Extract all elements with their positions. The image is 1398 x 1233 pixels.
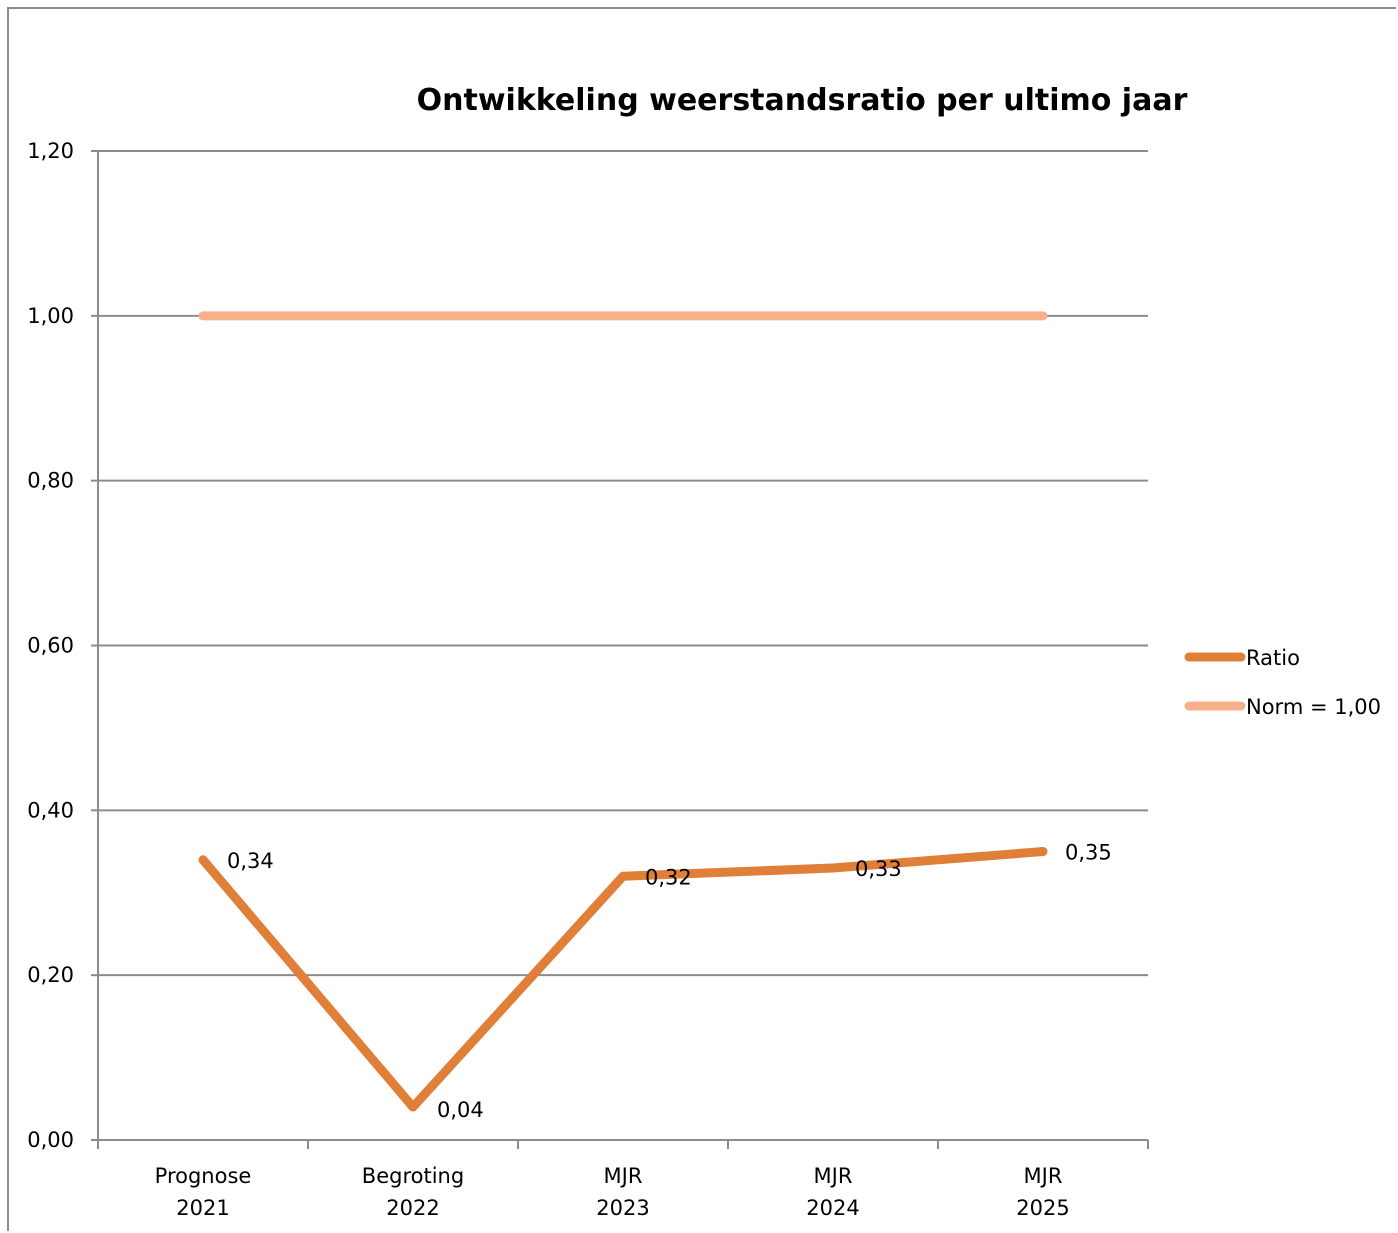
series-line-ratio <box>203 852 1043 1107</box>
series-lines <box>203 316 1043 1107</box>
y-tick-label: 0,80 <box>27 469 74 493</box>
data-labels: 0,34 0,04 0,32 0,33 0,35 <box>227 841 1112 1122</box>
y-tick-label: 0,20 <box>27 963 74 987</box>
data-label: 0,32 <box>645 865 692 889</box>
y-tick-label: 1,00 <box>27 304 74 328</box>
x-category-label: MJR <box>814 1164 853 1188</box>
y-axis-tick-labels: 0,00 0,20 0,40 0,60 0,80 1,00 1,20 <box>27 139 74 1152</box>
x-category-label: 2023 <box>596 1196 649 1220</box>
x-category-label: 2024 <box>806 1196 859 1220</box>
x-category-label: Begroting <box>362 1164 464 1188</box>
x-category-label: 2022 <box>386 1196 439 1220</box>
y-tick-label: 0,60 <box>27 634 74 658</box>
data-label: 0,33 <box>855 857 902 881</box>
x-category-label: 2025 <box>1016 1196 1069 1220</box>
legend-label: Ratio <box>1246 646 1300 670</box>
axes <box>91 151 1148 1149</box>
x-category-label: MJR <box>604 1164 643 1188</box>
legend-label: Norm = 1,00 <box>1246 695 1381 719</box>
data-label: 0,04 <box>437 1098 484 1122</box>
legend: Ratio Norm = 1,00 <box>1189 646 1381 719</box>
x-category-label: Prognose <box>155 1164 252 1188</box>
y-tick-label: 0,00 <box>27 1128 74 1152</box>
x-category-label: 2021 <box>176 1196 229 1220</box>
data-label: 0,35 <box>1065 841 1112 865</box>
y-tick-label: 1,20 <box>27 139 74 163</box>
x-category-label: MJR <box>1024 1164 1063 1188</box>
y-tick-label: 0,40 <box>27 798 74 822</box>
chart-title: Ontwikkeling weerstandsratio per ultimo … <box>417 83 1188 118</box>
data-label: 0,34 <box>227 849 274 873</box>
x-axis-category-labels: Prognose 2021 Begroting 2022 MJR 2023 MJR 2024 M… <box>155 1164 1070 1220</box>
